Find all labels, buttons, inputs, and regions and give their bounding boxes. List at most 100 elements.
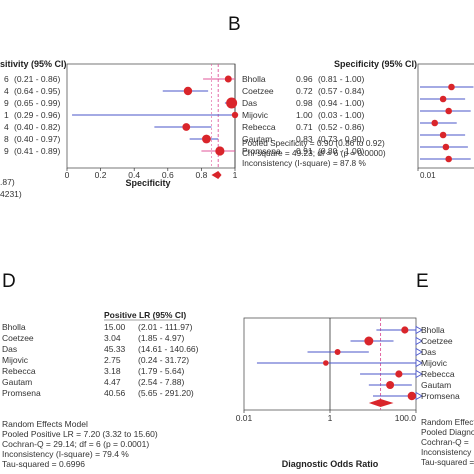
panel-d-study-name-gautam: Gautam (2, 377, 32, 387)
panel-b-study-name-rebecca: Rebecca (242, 122, 276, 132)
panel-a-cropped-ci-6: (0.41 - 0.89) (14, 146, 60, 156)
panel-e-stat-4: Inconsistency (421, 447, 472, 457)
panel-b-tick-label-1: 1 (233, 170, 238, 180)
panel-b-study-ci-mijovic: (0.03 - 1.00) (318, 110, 364, 120)
panel-a-cropped-ci-1: (0.64 - 0.95) (14, 86, 60, 96)
panel-b-tick-label-0-2: 0.2 (95, 170, 107, 180)
panel-a-cropped-ci-5: (0.40 - 0.97) (14, 134, 60, 144)
panel-e-stat-2: Pooled Diagno (421, 427, 474, 437)
panel-b-study-name-das: Das (242, 98, 257, 108)
panel-c: Specificity (95% CI) 0.01 (334, 59, 474, 180)
panel-b-study-name-bholla: Bholla (242, 74, 266, 84)
panel-e-letter: E (416, 271, 429, 292)
panel-d-lr-value-promsena: 40.56 (104, 388, 126, 398)
panel-b-letter: B (228, 14, 241, 35)
panel-e-stat-1: Random Effects (421, 417, 474, 427)
panel-b-x-axis-label: Specificity (125, 178, 170, 188)
panel-b-point-bholla (224, 75, 232, 83)
panel-e-study-name-promsena: Promsena (421, 391, 460, 401)
panel-d-lr-ci-bholla: (2.01 - 111.97) (138, 322, 193, 332)
panel-d-study-name-coetzee: Coetzee (2, 333, 34, 343)
panel-a-cropped-ci-2: (0.65 - 0.99) (14, 98, 60, 108)
panel-b-study-ci-promsena: (0.80 - 1.00) (318, 146, 364, 156)
panel-d-study-name-das: Das (2, 344, 17, 354)
panel-e-clip-arrow-mijovic (415, 358, 423, 368)
panel-c-plot-frame (417, 63, 474, 169)
panel-b-study-value-gautam: 0.83 (296, 134, 313, 144)
panel-b-left-bottom-1: .87) (0, 177, 15, 187)
panel-e-point-gautam (386, 381, 395, 389)
panel-e-clip-arrow-bholla (415, 325, 423, 335)
panel-c-point-das (445, 107, 452, 115)
panel-c-point-coetzee (439, 95, 447, 103)
panel-e-tick-label-1: 1 (328, 413, 333, 423)
panel-b-point-gautam (202, 134, 211, 144)
panel-e-point-rebecca (395, 370, 403, 378)
panel-c-header: Specificity (95% CI) (334, 59, 417, 69)
panel-a-cropped-value-3: 1 (4, 110, 9, 120)
panel-d-letter: D (2, 271, 16, 292)
panel-c-point-gautam (442, 143, 450, 151)
panel-e-study-name-das: Das (421, 347, 436, 357)
panel-e-clip-arrow-coetzee (415, 336, 423, 346)
panel-b-stat-1: Pooled Specificity = 0.90 (0.86 to 0.92) (242, 138, 385, 148)
panel-d-lr-value-gautam: 4.47 (104, 377, 121, 387)
panel-b-point-das (226, 97, 238, 109)
panel-a-cropped-ci-0: (0.21 - 0.86) (14, 74, 60, 84)
panel-b-left-bottom-2: 4231) (0, 189, 22, 199)
panel-e-point-das (334, 349, 341, 355)
panel-b-study-name-gautam: Gautam (242, 134, 272, 144)
panel-a-cropped-value-1: 4 (4, 86, 9, 96)
panel-c-point-promsena (445, 155, 452, 163)
panel-e-pooled-diamond (368, 399, 394, 407)
panel-e-study-name-coetzee: Coetzee (421, 336, 453, 346)
panel-b-stat-2: Chi-square = 49.23; df = 6 (p = 0.0000) (242, 148, 386, 158)
panel-b-tick-label-0-6: 0.6 (162, 170, 174, 180)
panel-d-stat-3: Cochran-Q = 29.14; df = 6 (p = 0.0001) (2, 439, 149, 449)
panel-e-point-coetzee (364, 336, 374, 346)
panel-b-study-ci-gautam: (0.73 - 0.90) (318, 134, 364, 144)
panel-d-lr-value-das: 45.33 (104, 344, 126, 354)
panel-d-lr-value-mijovic: 2.75 (104, 355, 121, 365)
panel-b-point-coetzee (183, 86, 193, 96)
panel-b-plot-frame (66, 63, 236, 169)
panel-d-lr-ci-rebecca: (1.79 - 5.64) (138, 366, 184, 376)
panel-d-lr-value-rebecca: 3.18 (104, 366, 121, 376)
panel-a-cropped-ci-3: (0.29 - 0.96) (14, 110, 60, 120)
panel-e-clip-arrow-rebecca (415, 369, 423, 379)
panel-b-study-value-promsena: 0.91 (296, 146, 313, 156)
panel-e-point-mijovic (323, 360, 329, 366)
panel-d-lr-ci-das: (14.61 - 140.66) (138, 344, 199, 354)
panel-b: B sitivity (95% CI) 6 (0.21 - 0.86) 4 (0.64… (0, 14, 386, 199)
panel-a-cropped-value-0: 6 (4, 74, 9, 84)
panel-d-lr-value-coetzee: 3.04 (104, 333, 121, 343)
panel-d-lr-ci-promsena: (5.65 - 291.20) (138, 388, 194, 398)
panel-b-study-value-coetzee: 0.72 (296, 86, 313, 96)
panel-e-stat-3: Cochran-Q = (421, 437, 469, 447)
panel-e-study-name-rebecca: Rebecca (421, 369, 455, 379)
panel-b-study-value-rebecca: 0.71 (296, 122, 313, 132)
panel-d-lr-value-bholla: 15.00 (104, 322, 126, 332)
panel-b-study-name-mijovic: Mijovic (242, 110, 269, 120)
panel-c-point-rebecca (439, 131, 447, 139)
panel-b-study-value-das: 0.98 (296, 98, 313, 108)
panel-e-clip-arrow-das (415, 347, 423, 357)
panel-b-study-ci-das: (0.94 - 1.00) (318, 98, 364, 108)
panel-d-study-name-rebecca: Rebecca (2, 366, 36, 376)
panel-b-point-rebecca (182, 123, 191, 131)
panel-b-point-promsena (215, 146, 225, 156)
panel-e-stat-5: Tau-squared = (421, 457, 474, 467)
panel-e: E 0.01 1 100.0 Diagnostic Odds Ratio Bholl… (236, 271, 474, 469)
panel-c-point-bholla (448, 83, 455, 91)
panel-d-stat-4: Inconsistency (I-square) = 79.4 % (2, 449, 129, 459)
panel-d-lr-ci-coetzee: (1.85 - 4.97) (138, 333, 184, 343)
panel-d-lr-ci-mijovic: (0.24 - 31.72) (138, 355, 189, 365)
panel-b-study-ci-bholla: (0.81 - 1.00) (318, 74, 364, 84)
panel-e-tick-label-100-0: 100.0 (395, 413, 417, 423)
panel-d-stat-1: Random Effects Model (2, 419, 88, 429)
panel-d-study-name-bholla: Bholla (2, 322, 26, 332)
panel-b-study-value-mijovic: 1.00 (296, 110, 313, 120)
panel-d-study-name-promsena: Promsena (2, 388, 41, 398)
panel-b-left-header: sitivity (95% CI) (0, 59, 67, 69)
